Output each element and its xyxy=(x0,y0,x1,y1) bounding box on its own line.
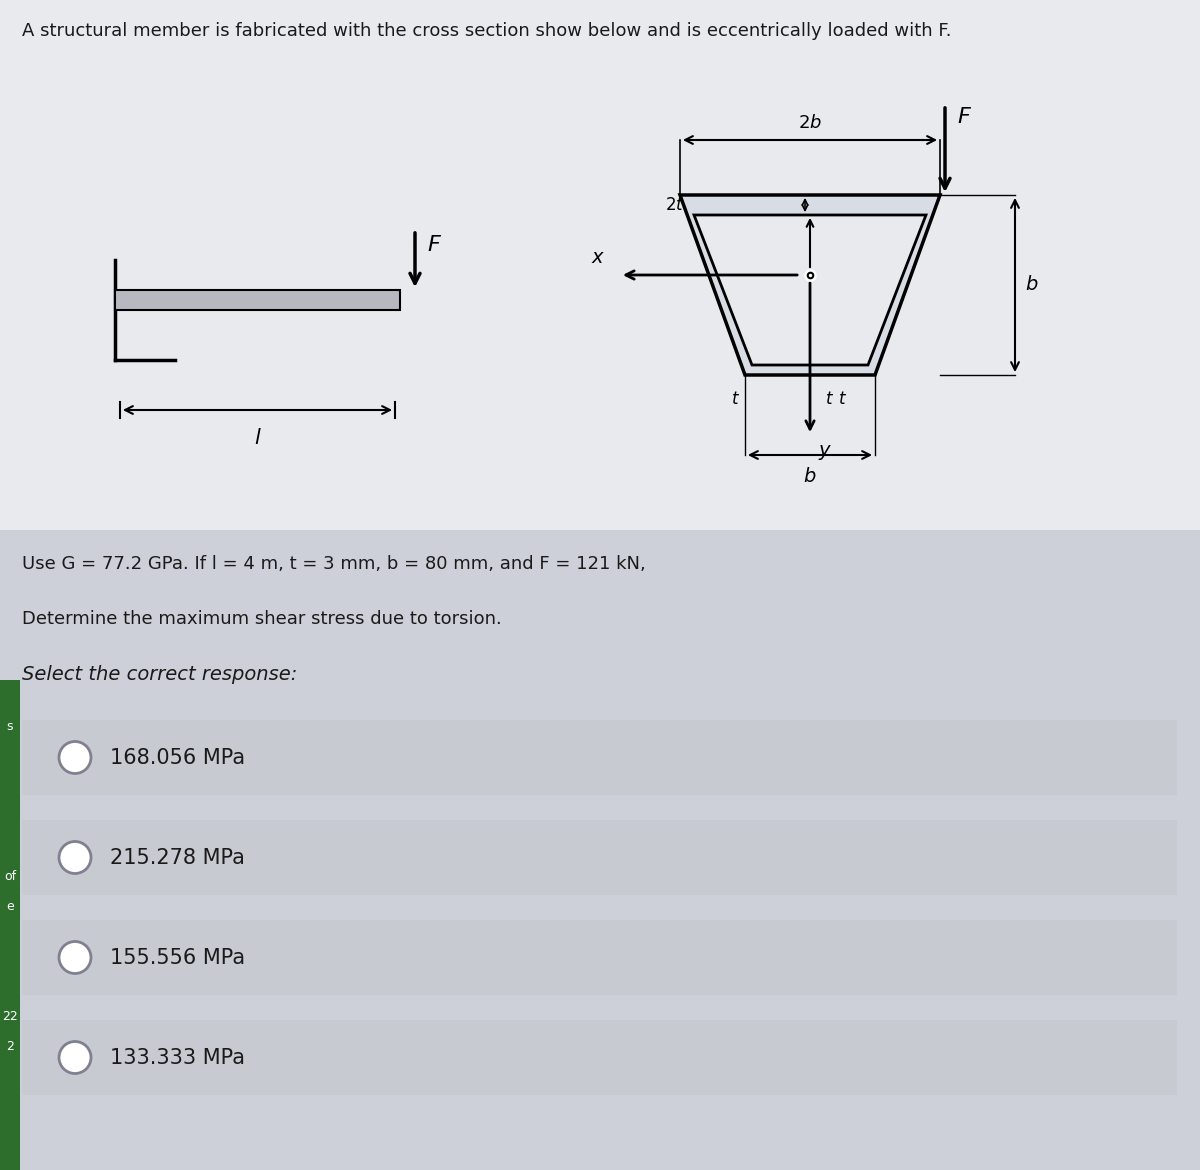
Text: $l$: $l$ xyxy=(253,428,262,448)
Text: 22: 22 xyxy=(2,1010,18,1023)
Text: $b$: $b$ xyxy=(803,467,817,486)
Text: $F$: $F$ xyxy=(958,106,972,128)
Text: 168.056 MPa: 168.056 MPa xyxy=(110,748,245,768)
Bar xyxy=(0,0,1200,530)
Text: A structural member is fabricated with the cross section show below and is eccen: A structural member is fabricated with t… xyxy=(22,22,952,40)
Text: s: s xyxy=(7,720,13,732)
Circle shape xyxy=(59,1041,91,1074)
Bar xyxy=(0,680,20,1170)
Text: 215.278 MPa: 215.278 MPa xyxy=(110,847,245,867)
Bar xyxy=(22,720,1177,794)
Text: $2b$: $2b$ xyxy=(798,113,822,132)
Text: 2: 2 xyxy=(6,1040,14,1053)
Text: 133.333 MPa: 133.333 MPa xyxy=(110,1047,245,1067)
Text: $t$: $t$ xyxy=(838,390,847,408)
Polygon shape xyxy=(680,195,940,376)
Bar xyxy=(115,290,400,310)
Text: $t$: $t$ xyxy=(731,390,740,408)
Text: $b$: $b$ xyxy=(1025,275,1038,295)
Bar xyxy=(22,920,1177,994)
Text: F: F xyxy=(427,235,439,255)
Circle shape xyxy=(59,841,91,874)
Text: of: of xyxy=(4,870,16,883)
Bar xyxy=(22,1020,1177,1095)
Circle shape xyxy=(59,742,91,773)
Circle shape xyxy=(59,942,91,973)
Text: $t$: $t$ xyxy=(826,390,834,408)
Text: $2t$: $2t$ xyxy=(665,197,685,214)
Text: Determine the maximum shear stress due to torsion.: Determine the maximum shear stress due t… xyxy=(22,610,502,628)
Text: 155.556 MPa: 155.556 MPa xyxy=(110,948,245,968)
Text: Select the correct response:: Select the correct response: xyxy=(22,665,298,684)
Text: $x$: $x$ xyxy=(590,248,605,267)
Polygon shape xyxy=(694,215,926,365)
Text: e: e xyxy=(6,900,14,913)
Text: $y$: $y$ xyxy=(818,443,833,462)
Text: Use G = 77.2 GPa. If l = 4 m, t = 3 mm, b = 80 mm, and F = 121 kN,: Use G = 77.2 GPa. If l = 4 m, t = 3 mm, … xyxy=(22,555,646,573)
Bar xyxy=(22,820,1177,895)
